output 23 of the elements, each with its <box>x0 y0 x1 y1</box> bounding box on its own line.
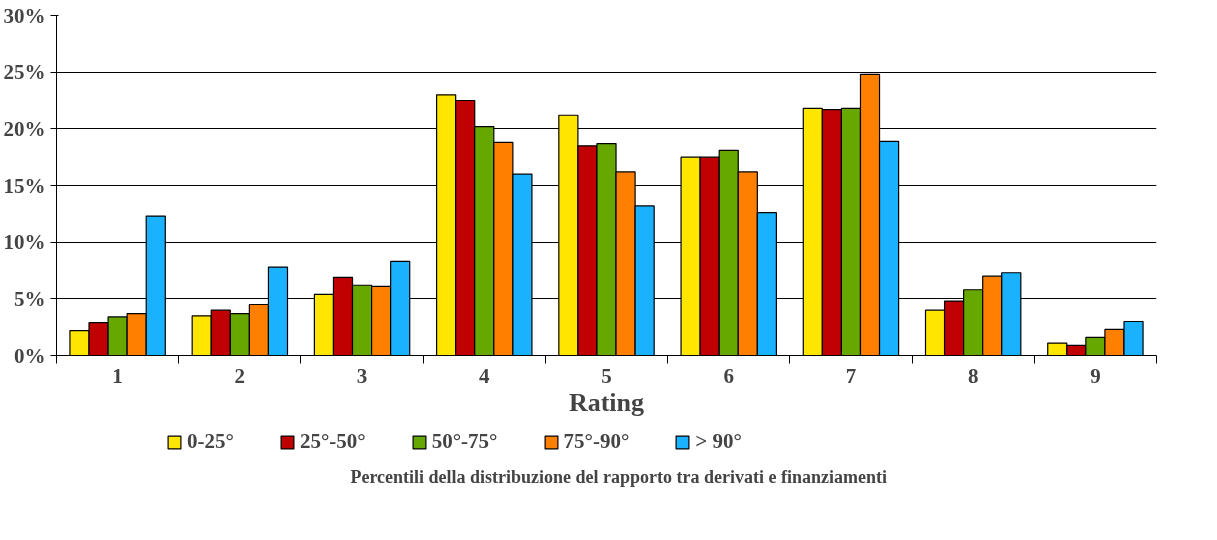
legend-label: 50°-75° <box>431 429 498 454</box>
legend-label: 25°-50° <box>299 429 366 454</box>
x-tick-label: 3 <box>356 363 368 388</box>
x-tick-label: 8 <box>967 363 979 388</box>
y-tick-label: 30% <box>3 3 46 28</box>
x-tick-label: 5 <box>601 363 612 388</box>
legend-label: 0-25° <box>187 429 234 454</box>
x-tick-label: 2 <box>234 363 246 388</box>
y-tick-label: 25% <box>3 60 46 85</box>
y-tick-label: 10% <box>3 230 46 255</box>
y-tick-label: 15% <box>3 173 46 198</box>
x-tick-label: 7 <box>845 363 857 388</box>
x-axis-title: Rating <box>568 387 645 417</box>
y-tick-label: 0% <box>14 343 46 368</box>
x-tick-label: 6 <box>723 363 734 388</box>
x-tick-label: 9 <box>1090 363 1101 388</box>
y-tick-label: 5% <box>14 286 46 311</box>
x-tick-label: 1 <box>112 363 123 388</box>
legend-label: 75°-90° <box>563 429 630 454</box>
legend-title: Percentili della distribuzione del rapporto tra derivati e finanziamenti <box>350 466 888 487</box>
y-tick-label: 20% <box>3 116 46 141</box>
x-tick-label: 4 <box>479 363 491 388</box>
legend-label: > 90° <box>695 429 742 454</box>
